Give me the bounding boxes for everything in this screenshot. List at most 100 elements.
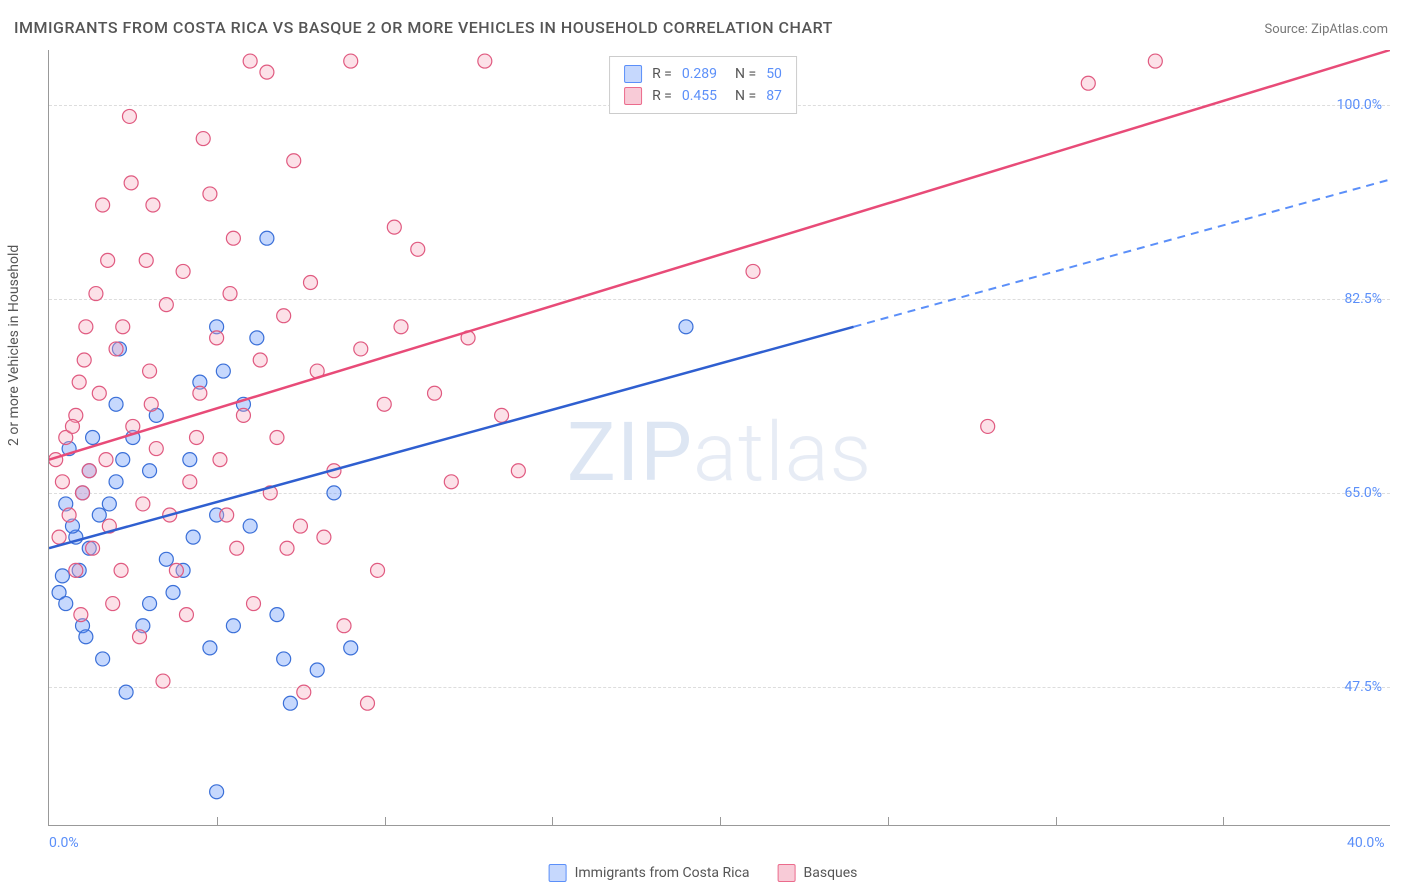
data-point <box>310 663 324 677</box>
data-point <box>102 497 116 511</box>
data-point <box>377 397 391 411</box>
data-point <box>109 342 123 356</box>
data-point <box>106 597 120 611</box>
data-point <box>92 508 106 522</box>
data-point <box>156 674 170 688</box>
data-point <box>92 386 106 400</box>
data-point <box>247 597 261 611</box>
data-point <box>297 685 311 699</box>
data-point <box>220 508 234 522</box>
data-point <box>149 442 163 456</box>
data-point <box>444 475 458 489</box>
data-point <box>327 486 341 500</box>
legend-label: Basques <box>804 865 858 881</box>
data-point <box>65 419 79 433</box>
data-point <box>89 287 103 301</box>
data-point <box>371 563 385 577</box>
data-point <box>193 386 207 400</box>
data-point <box>394 320 408 334</box>
data-point <box>114 563 128 577</box>
data-point <box>283 696 297 710</box>
data-point <box>96 652 110 666</box>
trendline-costa-rica <box>49 327 854 548</box>
legend-item-basques: Basques <box>778 864 858 882</box>
xtick-label: 40.0% <box>1347 835 1385 851</box>
data-point <box>77 353 91 367</box>
chart-title: IMMIGRANTS FROM COSTA RICA VS BASQUE 2 O… <box>14 18 833 37</box>
data-point <box>236 408 250 422</box>
data-point <box>79 630 93 644</box>
r-value-blue: 0.289 <box>682 66 717 82</box>
data-point <box>270 431 284 445</box>
data-point <box>62 508 76 522</box>
data-point <box>55 475 69 489</box>
data-point <box>109 475 123 489</box>
data-point <box>79 320 93 334</box>
correlation-legend: R = 0.289 N = 50 R = 0.455 N = 87 <box>609 56 797 114</box>
data-point <box>76 486 90 500</box>
legend-row-blue: R = 0.289 N = 50 <box>624 63 782 85</box>
data-point <box>72 375 86 389</box>
data-point <box>337 619 351 633</box>
data-point <box>216 364 230 378</box>
data-point <box>213 453 227 467</box>
data-point <box>116 453 130 467</box>
data-point <box>1081 76 1095 90</box>
data-point <box>159 298 173 312</box>
source-attribution: Source: ZipAtlas.com <box>1264 22 1388 37</box>
data-point <box>253 353 267 367</box>
data-point <box>230 541 244 555</box>
data-point <box>190 431 204 445</box>
data-point <box>183 475 197 489</box>
data-point <box>74 608 88 622</box>
data-point <box>55 569 69 583</box>
data-point <box>203 187 217 201</box>
data-point <box>270 608 284 622</box>
legend-item-costa-rica: Immigrants from Costa Rica <box>549 864 750 882</box>
swatch-pink <box>778 864 796 882</box>
data-point <box>86 431 100 445</box>
r-label: R = <box>652 66 672 82</box>
swatch-blue <box>624 65 642 83</box>
n-value-blue: 50 <box>766 66 782 82</box>
data-point <box>1148 54 1162 68</box>
swatch-pink <box>624 87 642 105</box>
data-point <box>354 342 368 356</box>
data-point <box>109 397 123 411</box>
data-point <box>99 453 113 467</box>
data-point <box>96 198 110 212</box>
data-point <box>478 54 492 68</box>
data-point <box>304 276 318 290</box>
data-point <box>344 641 358 655</box>
data-point <box>223 287 237 301</box>
data-point <box>59 597 73 611</box>
data-point <box>143 597 157 611</box>
plot-area: ZIPatlas 47.5%65.0%82.5%100.0%0.0%40.0% <box>48 50 1390 826</box>
data-point <box>317 530 331 544</box>
data-point <box>387 220 401 234</box>
data-point <box>139 253 153 267</box>
series-legend: Immigrants from Costa Rica Basques <box>549 864 858 882</box>
data-point <box>196 132 210 146</box>
data-point <box>122 109 136 123</box>
data-point <box>52 530 66 544</box>
data-point <box>226 619 240 633</box>
data-point <box>69 563 83 577</box>
legend-label: Immigrants from Costa Rica <box>575 865 750 881</box>
n-label: N = <box>735 88 756 104</box>
n-label: N = <box>735 66 756 82</box>
data-point <box>116 320 130 334</box>
data-point <box>183 453 197 467</box>
data-point <box>260 65 274 79</box>
data-point <box>186 530 200 544</box>
data-point <box>143 364 157 378</box>
data-point <box>136 497 150 511</box>
data-point <box>159 552 173 566</box>
xtick-label: 0.0% <box>49 835 79 851</box>
data-point <box>511 464 525 478</box>
data-point <box>166 586 180 600</box>
data-point <box>293 519 307 533</box>
data-point <box>179 608 193 622</box>
data-point <box>411 242 425 256</box>
data-point <box>746 264 760 278</box>
